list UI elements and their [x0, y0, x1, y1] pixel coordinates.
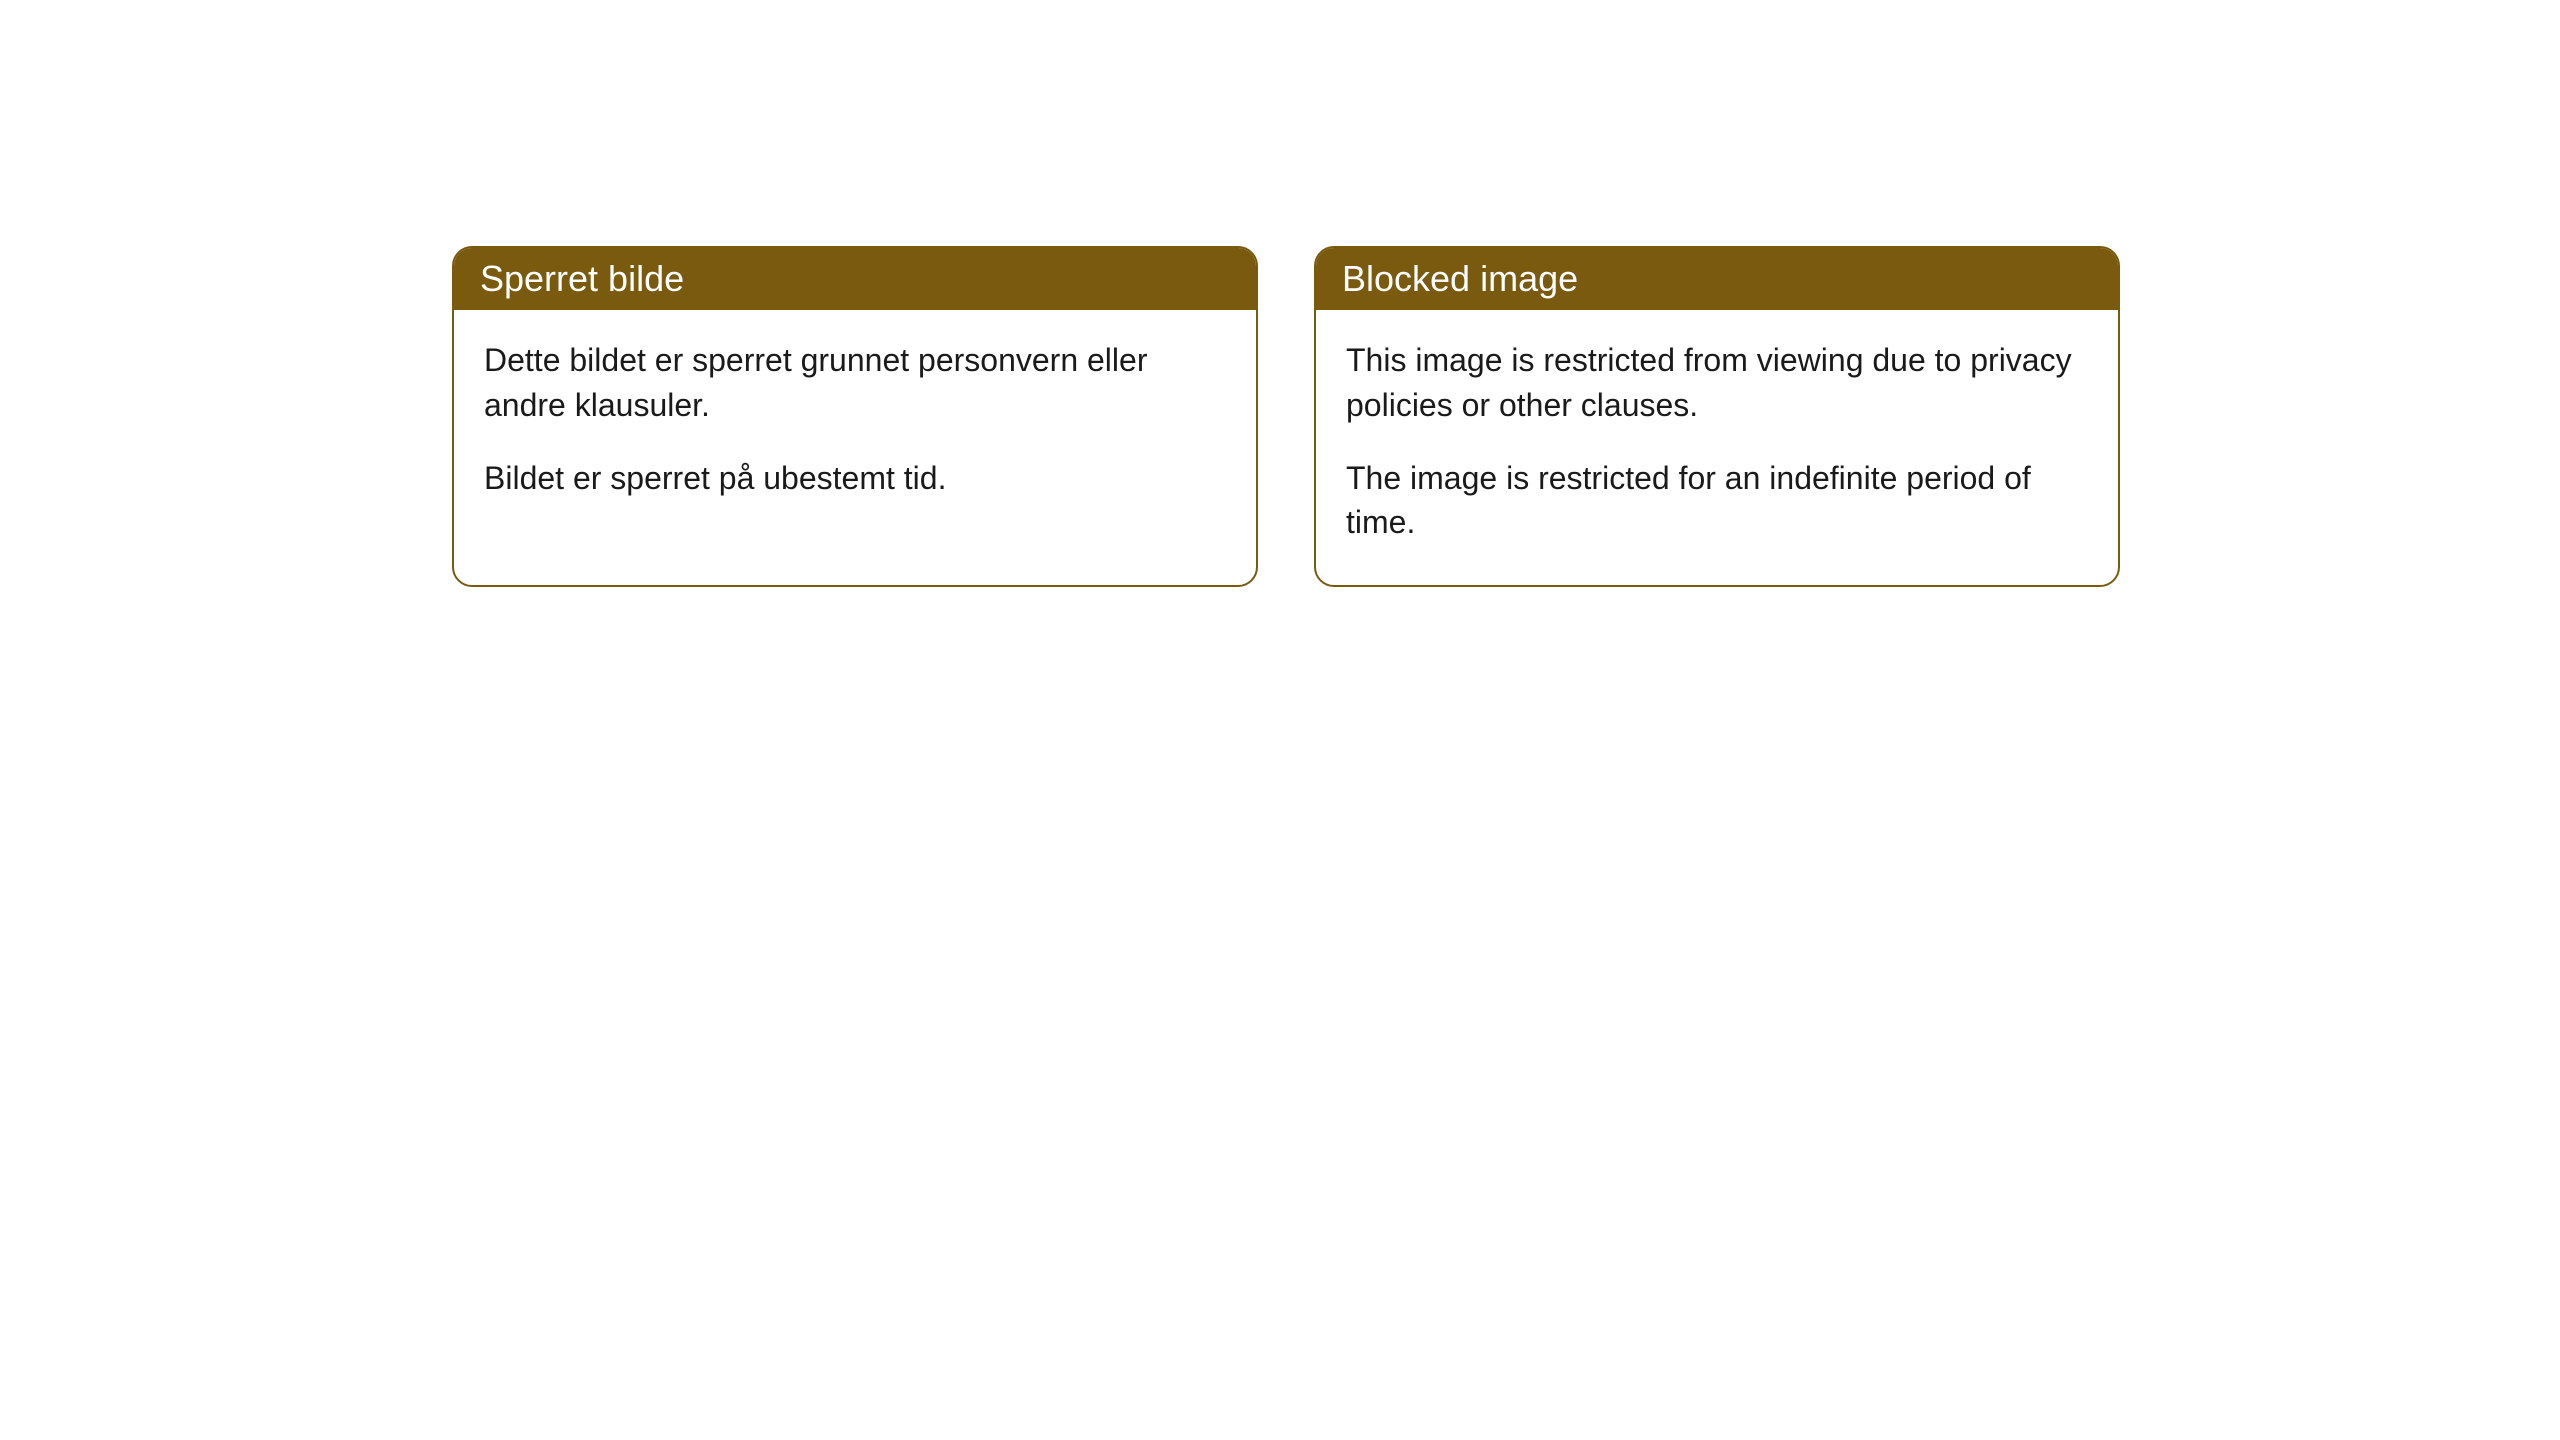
cards-container: Sperret bilde Dette bildet er sperret gr…: [452, 246, 2120, 587]
card-header-english: Blocked image: [1316, 248, 2118, 310]
blocked-image-card-english: Blocked image This image is restricted f…: [1314, 246, 2120, 587]
card-paragraph-1-english: This image is restricted from viewing du…: [1346, 338, 2088, 428]
card-paragraph-2-english: The image is restricted for an indefinit…: [1346, 456, 2088, 546]
blocked-image-card-norwegian: Sperret bilde Dette bildet er sperret gr…: [452, 246, 1258, 587]
card-title-english: Blocked image: [1342, 258, 1578, 299]
card-header-norwegian: Sperret bilde: [454, 248, 1256, 310]
card-title-norwegian: Sperret bilde: [480, 258, 684, 299]
card-body-english: This image is restricted from viewing du…: [1316, 310, 2118, 585]
card-paragraph-1-norwegian: Dette bildet er sperret grunnet personve…: [484, 338, 1226, 428]
card-paragraph-2-norwegian: Bildet er sperret på ubestemt tid.: [484, 456, 1226, 501]
card-body-norwegian: Dette bildet er sperret grunnet personve…: [454, 310, 1256, 540]
